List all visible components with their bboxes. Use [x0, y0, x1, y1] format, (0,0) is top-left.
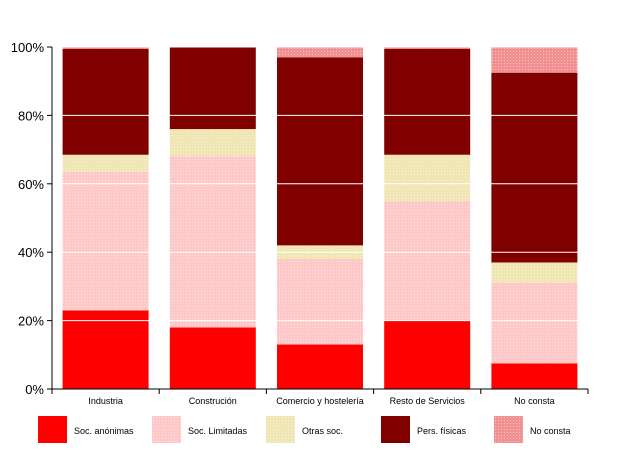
bar-segment-1-1 — [62, 310, 149, 389]
x-tick-label: Industria — [88, 396, 123, 406]
y-tick-label: 80% — [18, 108, 44, 123]
y-tick-label: 100% — [11, 40, 45, 55]
bar-texture-5-2 — [491, 282, 578, 364]
bar-texture-2-3 — [169, 129, 256, 157]
x-tick-label: Resto de Servicios — [390, 396, 466, 406]
bar-segment-3-4 — [277, 57, 363, 246]
bar-segment-2-1 — [169, 327, 256, 389]
x-tick-label: No consta — [514, 396, 555, 406]
legend-swatch-texture — [152, 416, 181, 443]
y-tick-label: 20% — [18, 314, 44, 329]
bar-texture-4-5 — [384, 47, 471, 49]
legend-swatch — [381, 416, 410, 443]
legend-swatch — [38, 416, 67, 443]
bar-texture-1-3 — [62, 154, 149, 172]
legend-label: Pers. físicas — [417, 426, 467, 436]
legend-label: Soc. Limitadas — [188, 426, 248, 436]
legend-label: Otras soc. — [302, 426, 343, 436]
bar-texture-2-2 — [169, 156, 256, 328]
bar-segment-2-4 — [169, 47, 256, 130]
bar-segment-1-4 — [62, 48, 149, 155]
bar-texture-3-5 — [277, 47, 363, 58]
bar-texture-5-3 — [491, 262, 578, 283]
x-tick-label: Comercio y hostelería — [276, 396, 364, 406]
bar-texture-1-5 — [62, 47, 149, 49]
legend-label: No consta — [530, 426, 571, 436]
legend-label: Soc. anónimas — [74, 426, 134, 436]
y-tick-label: 40% — [18, 245, 44, 260]
bar-segment-5-1 — [491, 363, 578, 389]
x-tick-label: Construción — [189, 396, 237, 406]
bar-texture-1-2 — [62, 171, 149, 311]
bar-texture-5-5 — [491, 47, 578, 73]
y-tick-label: 60% — [18, 177, 44, 192]
bar-texture-4-2 — [384, 200, 471, 321]
bar-segment-5-4 — [491, 72, 578, 263]
bar-texture-3-2 — [277, 259, 363, 345]
legend-swatch-texture — [494, 416, 523, 443]
bar-texture-4-3 — [384, 154, 471, 201]
legend-swatch-texture — [266, 416, 295, 443]
bar-segment-4-4 — [384, 48, 471, 155]
y-tick-label: 0% — [25, 382, 44, 397]
bar-segment-4-1 — [384, 320, 471, 389]
bar-segment-3-1 — [277, 344, 363, 389]
